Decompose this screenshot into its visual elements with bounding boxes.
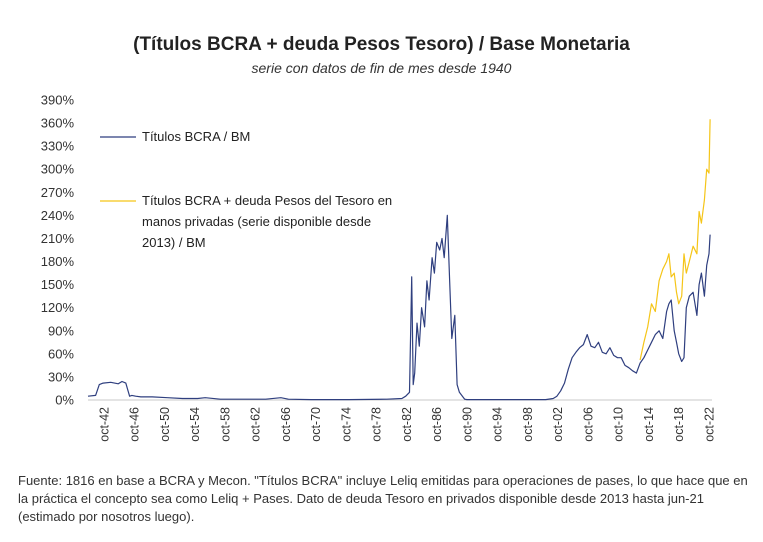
x-tick-label: oct-98 <box>521 407 535 442</box>
x-tick-label: oct-06 <box>581 407 595 442</box>
x-tick-label: oct-90 <box>460 407 474 442</box>
y-tick-label: 330% <box>41 139 75 154</box>
y-tick-label: 300% <box>41 162 75 177</box>
x-tick-label: oct-78 <box>370 407 384 442</box>
legend-label-titulos-bcra: Títulos BCRA / BM <box>142 129 250 144</box>
series-line-titulos-bcra <box>87 214 711 401</box>
x-tick-label: oct-66 <box>279 407 293 442</box>
x-tick-label: oct-86 <box>430 407 444 442</box>
series-line-titulos-bcra-deuda-tesoro <box>639 119 711 361</box>
x-tick-label: oct-94 <box>491 407 505 442</box>
y-tick-label: 180% <box>41 254 75 269</box>
x-tick-label: oct-58 <box>218 407 232 442</box>
y-tick-label: 30% <box>48 369 74 384</box>
series-lines <box>87 119 711 401</box>
legend-label-titulos-bcra-deuda-tesoro: Títulos BCRA + deuda Pesos del Tesoro en… <box>142 193 396 250</box>
chart-title: (Títulos BCRA + deuda Pesos Tesoro) / Ba… <box>133 34 630 55</box>
legend: Títulos BCRA / BM Títulos BCRA + deuda P… <box>100 129 396 250</box>
x-tick-label: oct-82 <box>400 407 414 442</box>
y-tick-label: 0% <box>55 393 74 408</box>
legend-label-line: manos privadas (serie disponible desde <box>142 214 371 229</box>
x-tick-label: oct-42 <box>97 407 111 442</box>
source-note: Fuente: 1816 en base a BCRA y Mecon. "Tí… <box>18 473 748 524</box>
legend-label-line: 2013) / BM <box>142 235 206 250</box>
x-tick-label: oct-18 <box>672 407 686 442</box>
y-tick-label: 60% <box>48 346 74 361</box>
x-tick-label: oct-46 <box>128 407 142 442</box>
y-axis-tick-labels: 0% 30% 60% 90% 120% 150% 180% 210% 240% 270% 300% 3… <box>41 93 75 408</box>
line-chart: 0% 30% 60% 90% 120% 150% 180% 210% 240% 270% 300% 3… <box>41 93 717 442</box>
x-tick-label: oct-50 <box>158 407 172 442</box>
y-tick-label: 120% <box>41 300 75 315</box>
y-tick-label: 270% <box>41 185 75 200</box>
y-tick-label: 210% <box>41 231 75 246</box>
x-tick-label: oct-74 <box>339 407 353 442</box>
y-tick-label: 390% <box>41 93 75 108</box>
legend-label-line: Títulos BCRA + deuda Pesos del Tesoro en <box>142 193 392 208</box>
x-tick-label: oct-22 <box>702 407 716 442</box>
x-tick-label: oct-54 <box>188 407 202 442</box>
y-tick-label: 150% <box>41 277 75 292</box>
y-tick-label: 240% <box>41 208 75 223</box>
y-tick-label: 90% <box>48 323 74 338</box>
x-axis-tick-labels: oct-42 oct-46 oct-50 oct-54 oct-58 oct-62 oct-… <box>97 407 716 442</box>
x-tick-label: oct-14 <box>642 407 656 442</box>
x-tick-label: oct-02 <box>551 407 565 442</box>
x-tick-label: oct-70 <box>309 407 323 442</box>
chart-subtitle: serie con datos de fin de mes desde 1940 <box>251 60 512 76</box>
x-tick-label: oct-62 <box>249 407 263 442</box>
x-tick-label: oct-10 <box>612 407 626 442</box>
y-tick-label: 360% <box>41 116 75 131</box>
